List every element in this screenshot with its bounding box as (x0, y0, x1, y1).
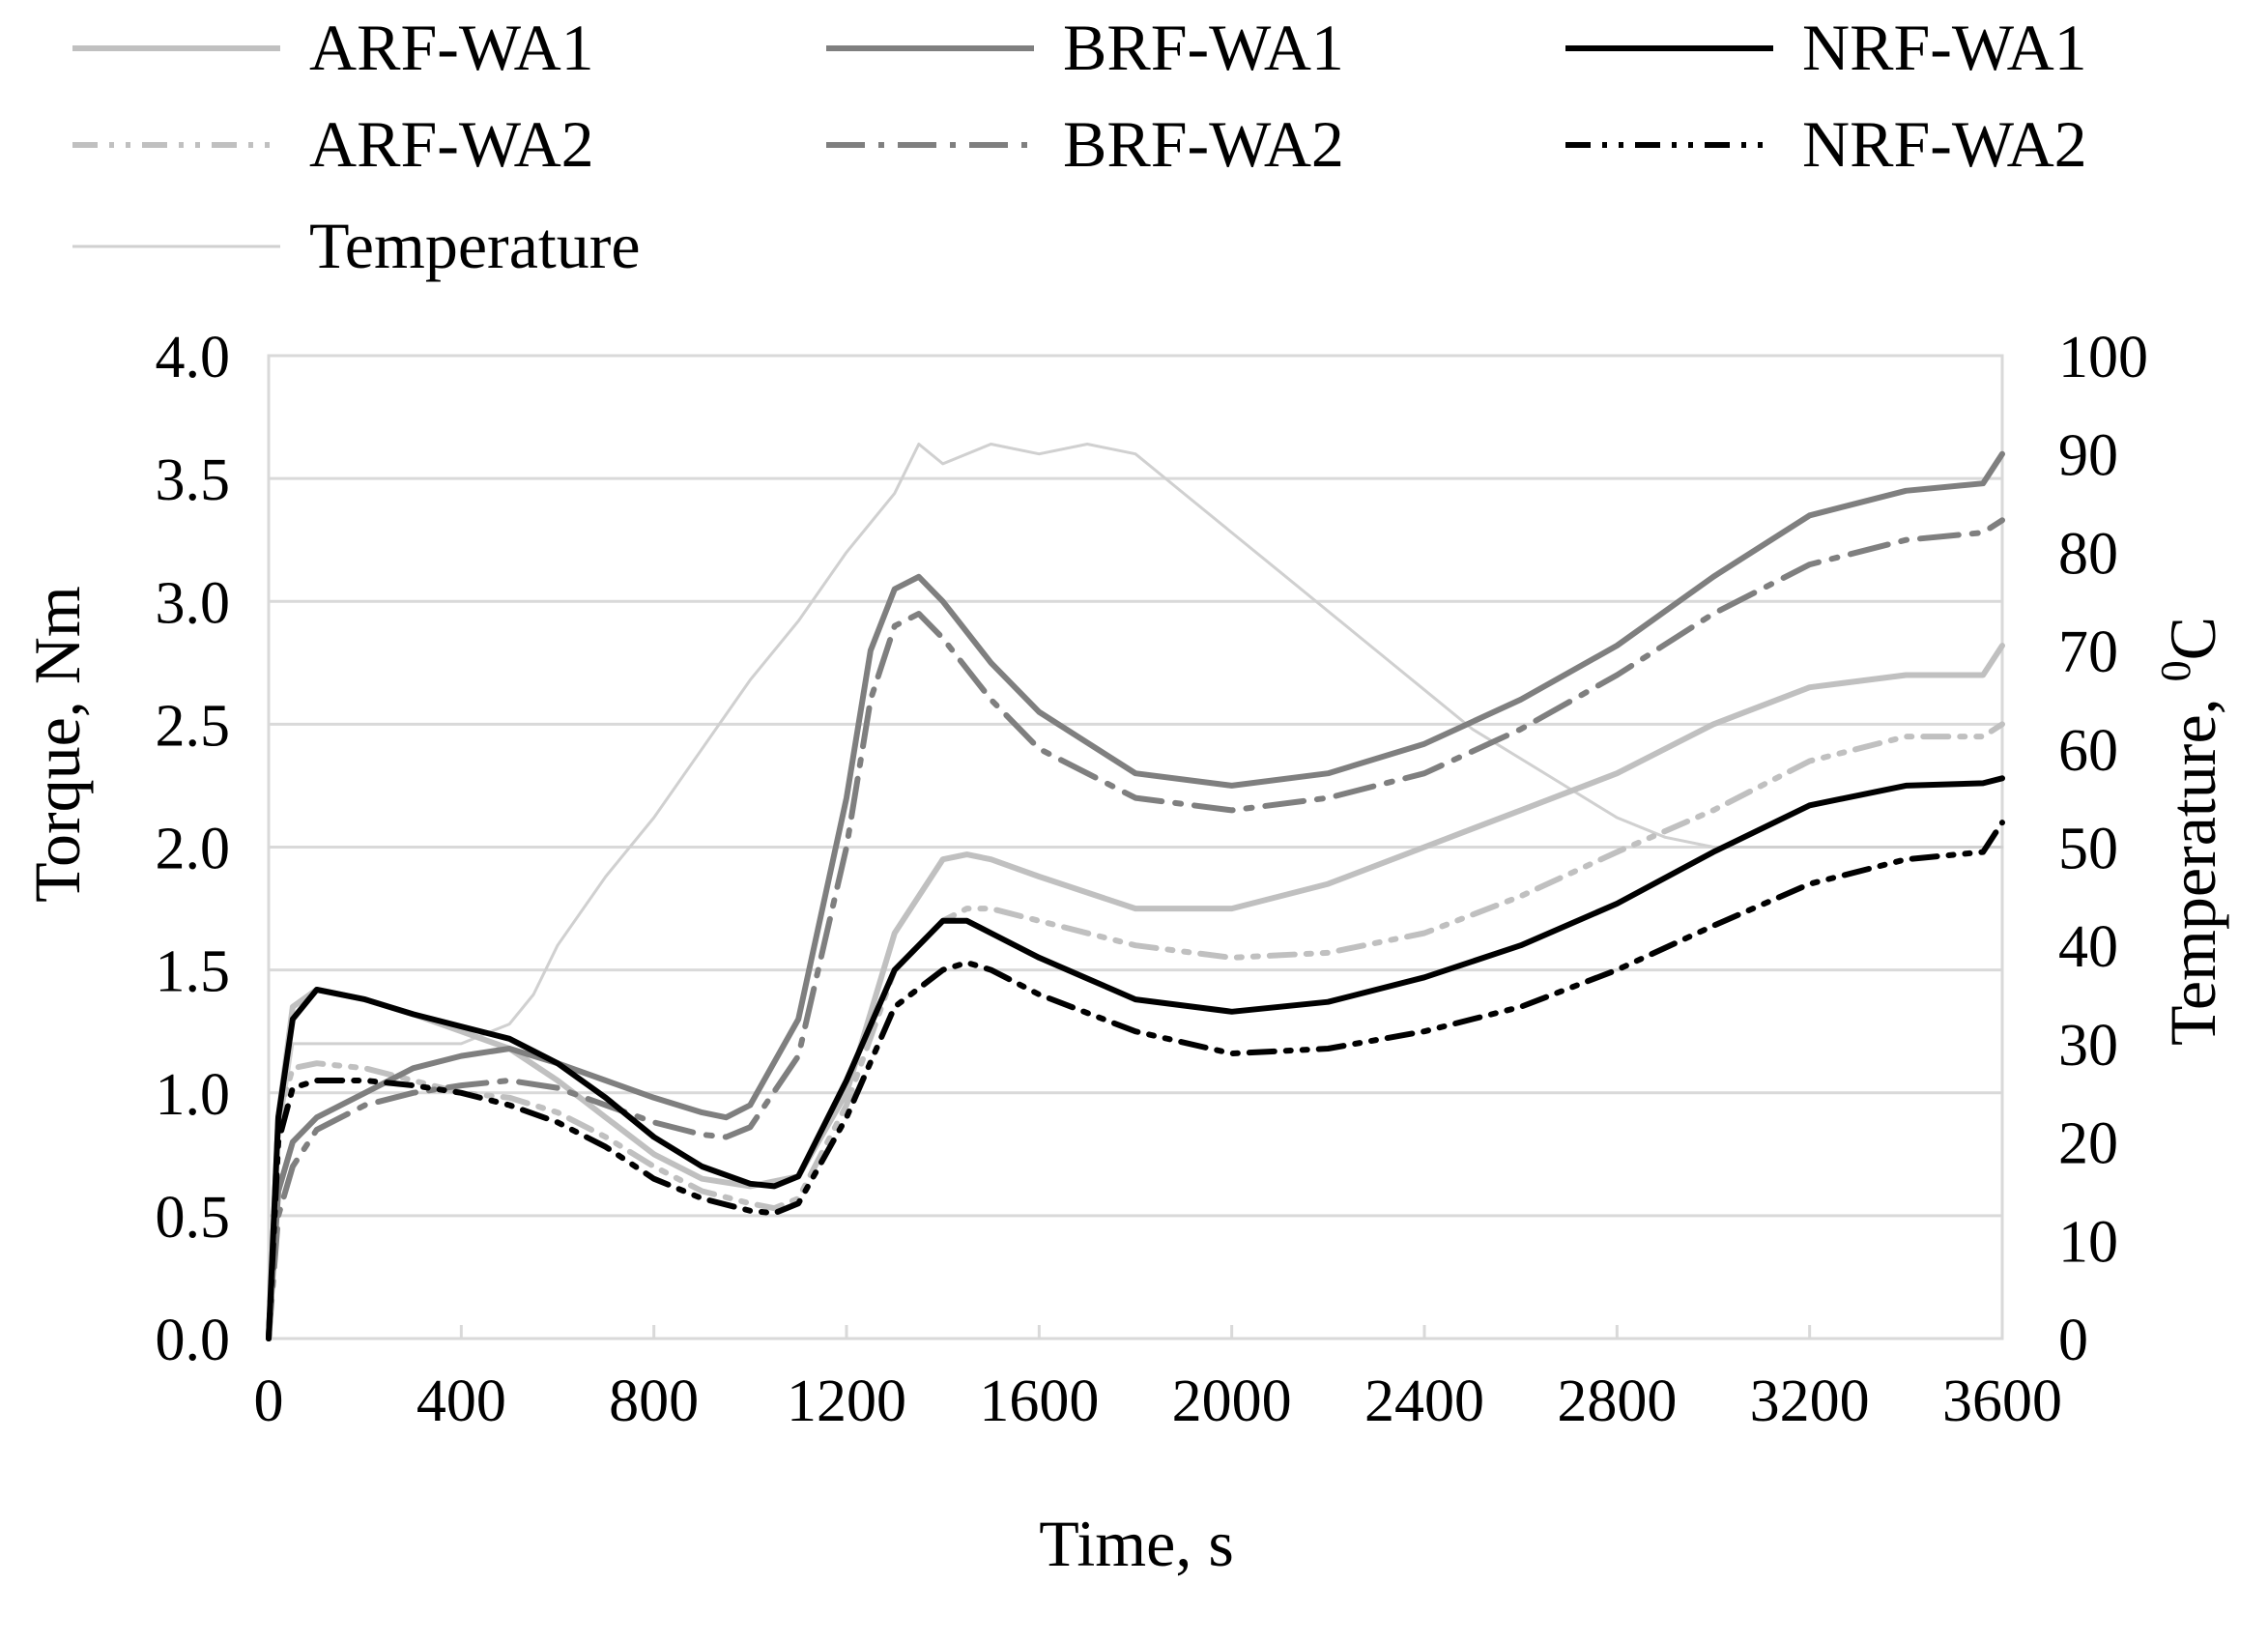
y-right-tick-label-4: 40 (2058, 914, 2118, 980)
y-right-tick-label-5: 50 (2058, 817, 2118, 882)
y-left-tick-label-1: 0.5 (156, 1185, 231, 1251)
x-tick-label-9: 3600 (1942, 1368, 2062, 1434)
legend-label-nrf-wa2: NRF-WA2 (1802, 107, 2087, 181)
series-line-brf-wa1 (266, 450, 2005, 1341)
x-tick-label-1: 400 (416, 1368, 506, 1434)
y-left-tick-label-6: 3.0 (156, 570, 231, 636)
legend: ARF-WA1 BRF-WA1 NRF-WA1 ARF-WA2 BRF-WA2 NRF-W… (72, 11, 2087, 282)
y-right-tick-label-9: 90 (2058, 423, 2118, 489)
legend-label-nrf-wa1: NRF-WA1 (1802, 11, 2087, 84)
y-right-tick-label-3: 30 (2058, 1013, 2118, 1079)
y-left-tick-label-8: 4.0 (156, 325, 231, 390)
y-left-tick-label-0: 0.0 (156, 1308, 231, 1373)
series-line-brf-wa2 (266, 517, 2005, 1341)
x-tick-label-0: 0 (254, 1368, 284, 1434)
legend-label-arf-wa2: ARF-WA2 (309, 107, 594, 181)
axis-tick-labels: 0 400 800 1200 1600 2000 2400 2800 3200 36000.00.… (156, 325, 2149, 1434)
x-tick-label-7: 2800 (1557, 1368, 1677, 1434)
y-axis-label-right-superscript: 0 (2152, 660, 2199, 681)
y-right-tick-label-0: 0 (2058, 1308, 2088, 1373)
legend-label-arf-wa1: ARF-WA1 (309, 11, 594, 84)
x-axis-label: Time, s (1039, 1507, 1234, 1580)
y-left-tick-label-4: 2.0 (156, 817, 231, 882)
series-line-nrf-wa1 (266, 775, 2005, 1341)
x-tick-label-8: 3200 (1750, 1368, 1870, 1434)
y-left-tick-label-7: 3.5 (156, 447, 231, 513)
x-tick-label-3: 1200 (787, 1368, 906, 1434)
y-axis-label-right-text: Temperature, (2156, 681, 2229, 1046)
x-tick-label-5: 2000 (1172, 1368, 1292, 1434)
y-right-tick-label-7: 70 (2058, 619, 2118, 685)
y-axis-label-right-unit: C (2156, 617, 2229, 660)
y-axis-label-right: Temperature, 0C (2152, 617, 2229, 1046)
x-tick-label-6: 2400 (1364, 1368, 1484, 1434)
y-right-tick-label-10: 100 (2058, 325, 2148, 390)
legend-label-brf-wa1: BRF-WA1 (1063, 11, 1344, 84)
series-line-arf-wa2 (266, 721, 2005, 1341)
legend-label-temperature: Temperature (309, 209, 641, 282)
y-left-tick-label-2: 1.0 (156, 1062, 231, 1128)
y-left-tick-label-5: 2.5 (156, 693, 231, 759)
y-right-tick-label-1: 10 (2058, 1209, 2118, 1275)
series-lines (266, 443, 2005, 1341)
legend-label-brf-wa2: BRF-WA2 (1063, 107, 1344, 181)
y-right-tick-label-8: 80 (2058, 521, 2118, 587)
y-left-tick-label-3: 1.5 (156, 939, 231, 1005)
x-tick-label-4: 1600 (979, 1368, 1099, 1434)
series-line-temperature (267, 443, 2004, 1340)
y-axis-label-left: Torque, Nm (20, 586, 94, 903)
series-line-nrf-wa2 (266, 820, 2005, 1341)
x-tick-label-2: 800 (609, 1368, 699, 1434)
y-right-tick-label-6: 60 (2058, 718, 2118, 784)
y-right-tick-label-2: 20 (2058, 1111, 2118, 1177)
